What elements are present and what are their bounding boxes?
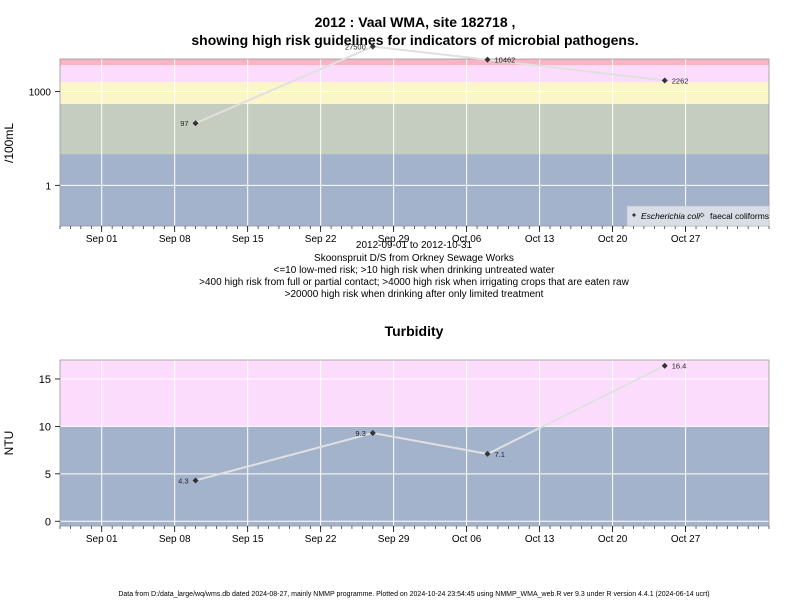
data-point <box>192 120 199 127</box>
legend-marker-ecoli <box>632 213 636 217</box>
risk-band-2 <box>60 82 769 104</box>
data-point <box>369 43 376 50</box>
risk-band-1 <box>60 103 769 155</box>
data-label: 27500 <box>345 43 366 52</box>
site-description: Skoonspruit D/S from Orkney Sewage Works <box>314 253 514 264</box>
x-tick-label: Oct 20 <box>598 534 628 545</box>
legend: Escherichia coli faecal coliforms <box>626 205 770 227</box>
data-point <box>369 430 376 437</box>
data-label: 4.3 <box>178 476 188 485</box>
top-title-line1: 2012 : Vaal WMA, site 182718 , <box>315 14 516 30</box>
series-line <box>195 45 665 125</box>
x-tick-label: Sep 08 <box>159 534 191 545</box>
bottom-title: Turbidity <box>385 323 444 339</box>
x-tick-label: Sep 08 <box>159 234 191 245</box>
x-tick-label: Sep 29 <box>378 234 410 245</box>
y-tick-label: 10 <box>39 421 51 433</box>
x-tick-label: Sep 15 <box>232 234 264 245</box>
date-range: 2012-09-01 to 2012-10-31 <box>356 240 473 251</box>
guideline-line-3: >20000 high risk when drinking after onl… <box>285 289 544 300</box>
data-label: 16.4 <box>672 362 687 371</box>
data-label: 9.3 <box>355 429 365 438</box>
y-tick-label: 15 <box>39 374 51 386</box>
top-title-line2: showing high risk guidelines for indicat… <box>191 32 638 48</box>
x-tick-label: Oct 27 <box>671 234 701 245</box>
y-tick-label: 5 <box>45 469 51 481</box>
x-tick-label: Oct 06 <box>452 234 482 245</box>
x-tick-label: Oct 27 <box>671 534 701 545</box>
legend-label-ecoli: Escherichia coli <box>641 211 701 221</box>
microbial-chart-panel: Sep 01 Sep 08 Sep 15 Sep 22 Sep 29 Oct 06 Oct … <box>29 43 770 245</box>
data-point <box>661 77 668 84</box>
x-tick-label: Sep 22 <box>305 234 337 245</box>
data-point <box>661 362 668 369</box>
x-tick-label: Sep 01 <box>86 534 118 545</box>
x-tick-label: Oct 13 <box>525 234 555 245</box>
x-tick-label: Oct 13 <box>525 534 555 545</box>
x-tick-label: Oct 06 <box>452 534 482 545</box>
risk-band-4 <box>60 59 769 66</box>
data-label: 7.1 <box>494 450 504 459</box>
data-label: 10462 <box>494 56 515 65</box>
top-y-axis-label: /100mL <box>2 123 16 163</box>
turbidity-chart-panel: Sep 01 Sep 08 Sep 15 Sep 22 Sep 29 Oct 06 Oct … <box>39 359 770 545</box>
data-label: 2262 <box>672 76 689 85</box>
y-tick-label: 1000 <box>29 88 52 99</box>
legend-marker-faecal <box>699 212 705 218</box>
guideline-line-2: >400 high risk from full or partial cont… <box>199 277 629 288</box>
data-point <box>484 450 491 457</box>
x-tick-label: Sep 15 <box>232 534 264 545</box>
risk-band-3 <box>60 65 769 83</box>
x-tick-label: Sep 22 <box>305 534 337 545</box>
footer-note: Data from D:/data_large/wq/wms.db dated … <box>118 591 709 598</box>
legend-label-faecal: faecal coliforms <box>710 211 769 221</box>
x-tick-label: Oct 20 <box>598 234 628 245</box>
data-point <box>192 477 199 484</box>
risk-band-1 <box>60 360 769 427</box>
y-tick-label: 1 <box>45 181 51 192</box>
series-line <box>195 364 666 482</box>
x-tick-label: Sep 01 <box>86 234 118 245</box>
bottom-y-axis-label: NTU <box>2 431 16 456</box>
risk-band-0 <box>60 426 769 526</box>
guideline-line-1: <=10 low-med risk; >10 high risk when dr… <box>274 265 556 276</box>
x-tick-label: Sep 29 <box>378 534 410 545</box>
legend-box <box>626 205 770 227</box>
data-point <box>484 56 491 63</box>
data-label: 97 <box>180 119 188 128</box>
y-tick-label: 0 <box>45 516 51 528</box>
